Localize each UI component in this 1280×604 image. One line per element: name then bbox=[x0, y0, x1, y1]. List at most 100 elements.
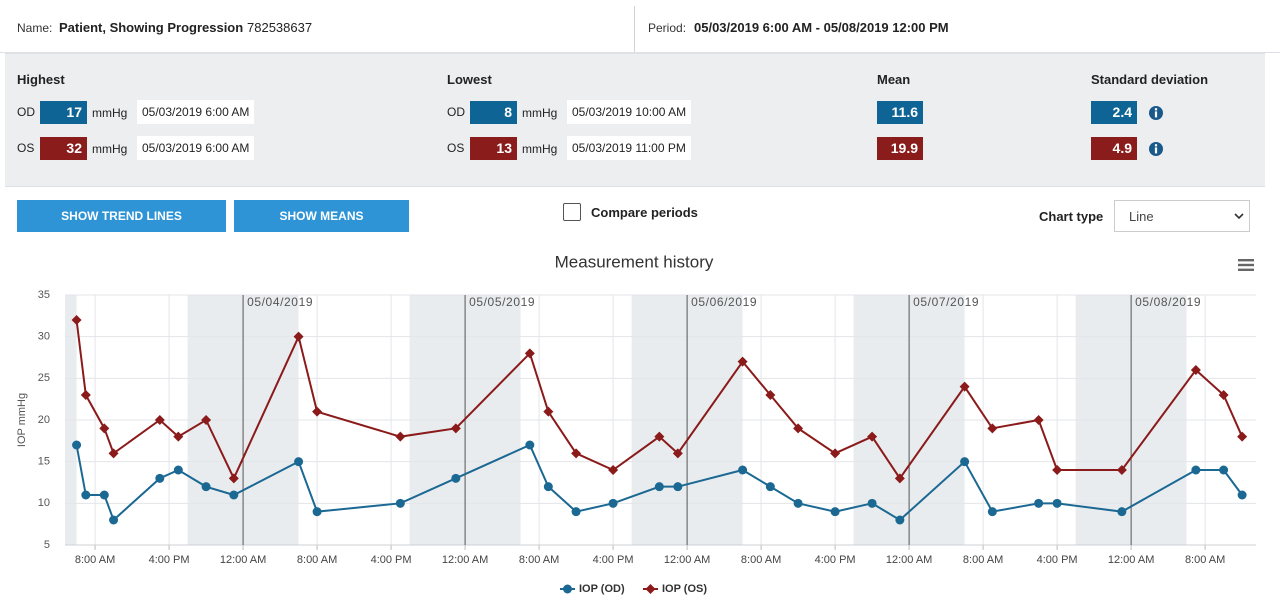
info-icon[interactable] bbox=[1148, 141, 1164, 157]
data-point bbox=[395, 431, 406, 442]
y-tick-label: 10 bbox=[38, 497, 50, 509]
legend-label[interactable]: IOP (OD) bbox=[579, 583, 625, 595]
compare-label[interactable]: Compare periods bbox=[591, 205, 698, 220]
mean-box: 11.6 bbox=[877, 101, 923, 124]
chart-type-value: Line bbox=[1129, 209, 1154, 224]
x-tick-label: 12:00 AM bbox=[220, 554, 266, 566]
data-point bbox=[987, 423, 998, 434]
y-tick-label: 25 bbox=[38, 372, 50, 384]
data-point bbox=[793, 498, 803, 508]
x-tick-label: 8:00 AM bbox=[297, 554, 337, 566]
data-point bbox=[830, 507, 840, 517]
info-icon[interactable] bbox=[1148, 105, 1164, 121]
data-point bbox=[959, 381, 970, 392]
eye-label: OD bbox=[447, 105, 465, 119]
chart-type-select[interactable]: Line bbox=[1114, 200, 1250, 232]
data-point bbox=[1218, 390, 1229, 400]
x-tick-label: 12:00 AM bbox=[886, 554, 932, 566]
x-tick-label: 8:00 AM bbox=[75, 554, 115, 566]
compare-checkbox[interactable] bbox=[563, 203, 581, 221]
x-tick-label: 4:00 PM bbox=[593, 554, 634, 566]
period: 05/03/2019 6:00 AM - 05/08/2019 12:00 PM bbox=[694, 20, 949, 35]
data-point bbox=[451, 473, 461, 483]
data-point bbox=[987, 507, 997, 517]
time-box: 05/03/2019 6:00 AM bbox=[137, 100, 255, 124]
x-tick-label: 12:00 AM bbox=[664, 554, 710, 566]
data-point bbox=[201, 482, 211, 492]
date-label: 05/04/2019 bbox=[247, 295, 313, 309]
time-box: 05/03/2019 11:00 PM bbox=[567, 136, 691, 160]
data-point bbox=[201, 415, 212, 425]
data-point bbox=[765, 390, 776, 400]
data-point bbox=[830, 448, 841, 459]
unit-label: mmHg bbox=[522, 106, 558, 120]
data-point bbox=[1190, 365, 1201, 375]
data-point bbox=[895, 515, 905, 525]
data-point bbox=[173, 465, 183, 475]
data-point bbox=[1052, 465, 1063, 475]
data-point bbox=[99, 423, 110, 434]
sd-box: 2.4 bbox=[1091, 101, 1137, 124]
mean-box: 19.9 bbox=[877, 137, 923, 160]
patient-id: 782538637 bbox=[247, 20, 313, 35]
unit-label: mmHg bbox=[92, 142, 128, 156]
x-tick-label: 8:00 AM bbox=[1185, 554, 1225, 566]
data-point bbox=[571, 448, 582, 459]
data-point bbox=[109, 515, 119, 525]
x-tick-label: 8:00 AM bbox=[519, 554, 559, 566]
unit-label: mmHg bbox=[92, 106, 128, 120]
data-point bbox=[80, 390, 91, 400]
y-tick-label: 30 bbox=[38, 331, 50, 343]
data-point bbox=[293, 331, 304, 342]
chart-menu-icon[interactable] bbox=[1238, 258, 1254, 272]
data-point bbox=[543, 406, 554, 417]
data-point bbox=[155, 473, 165, 483]
data-point bbox=[654, 431, 665, 442]
x-tick-label: 12:00 AM bbox=[1108, 554, 1154, 566]
column-header: Standard deviation bbox=[1091, 72, 1209, 87]
trend-lines-button[interactable]: SHOW TREND LINES bbox=[17, 200, 226, 232]
data-point bbox=[395, 498, 405, 508]
x-tick-label: 4:00 PM bbox=[815, 554, 856, 566]
name-label: Name: bbox=[17, 21, 53, 35]
data-point bbox=[571, 507, 581, 517]
legend-marker bbox=[563, 584, 572, 594]
value-box: 32 bbox=[40, 137, 87, 160]
patient-name: Patient, Showing Progression bbox=[59, 20, 244, 35]
data-point bbox=[1237, 431, 1248, 442]
column-header: Mean bbox=[877, 72, 911, 87]
x-tick-label: 8:00 AM bbox=[963, 554, 1003, 566]
data-point bbox=[72, 440, 82, 450]
x-tick-label: 8:00 AM bbox=[741, 554, 781, 566]
sd-box: 4.9 bbox=[1091, 137, 1137, 160]
data-point bbox=[793, 423, 804, 434]
series-line bbox=[75, 319, 1244, 481]
chart-title: Measurement history bbox=[555, 252, 714, 271]
show-means-button[interactable]: SHOW MEANS bbox=[234, 200, 409, 232]
data-point bbox=[737, 356, 748, 367]
eye-label: OS bbox=[17, 141, 35, 155]
time-box: 05/03/2019 10:00 AM bbox=[567, 100, 692, 124]
column-header: Lowest bbox=[447, 72, 492, 87]
data-point bbox=[738, 465, 748, 475]
eye-label: OS bbox=[447, 141, 465, 155]
data-point bbox=[673, 482, 683, 492]
legend-marker bbox=[645, 584, 656, 594]
data-point bbox=[608, 498, 618, 508]
date-label: 05/08/2019 bbox=[1135, 295, 1201, 309]
data-point bbox=[894, 473, 905, 484]
series-line bbox=[75, 443, 1243, 522]
data-point bbox=[867, 431, 878, 442]
legend-label[interactable]: IOP (OS) bbox=[662, 583, 707, 595]
data-point bbox=[154, 415, 165, 425]
value-box: 8 bbox=[470, 101, 517, 124]
value-box: 17 bbox=[40, 101, 87, 124]
x-tick-label: 12:00 AM bbox=[442, 554, 488, 566]
data-point bbox=[672, 448, 683, 459]
data-point bbox=[228, 473, 239, 484]
data-point bbox=[99, 490, 109, 500]
data-point bbox=[765, 482, 775, 492]
data-point bbox=[867, 498, 877, 508]
